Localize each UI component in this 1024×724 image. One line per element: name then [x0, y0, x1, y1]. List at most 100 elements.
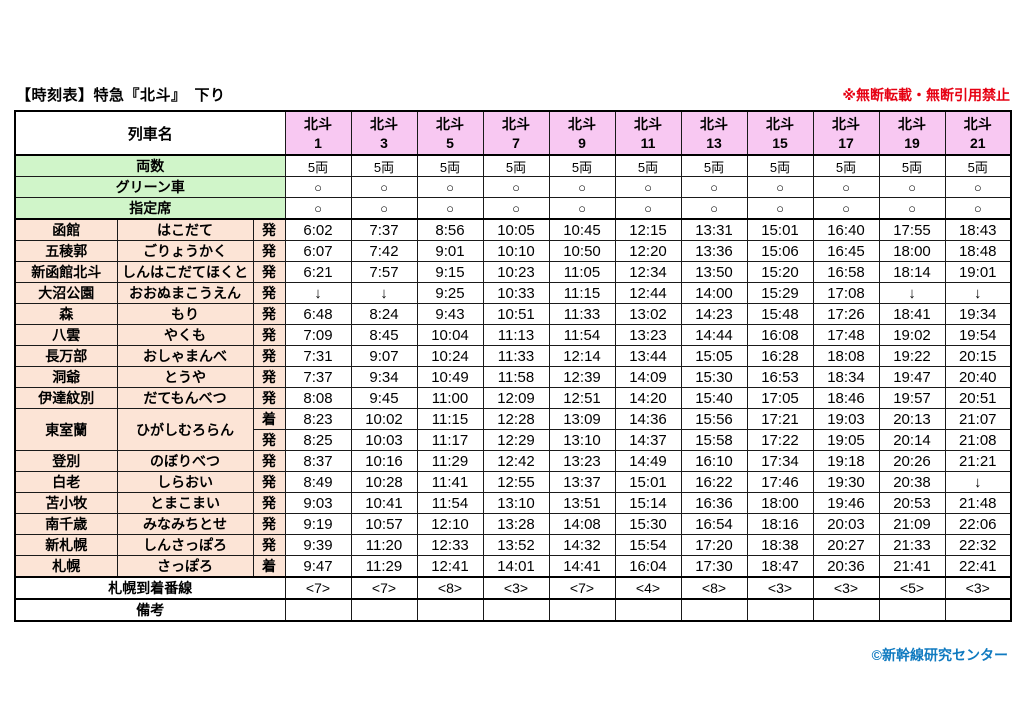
- time-cell: 16:58: [812, 261, 880, 283]
- remarks-cell: [284, 598, 352, 622]
- station-cell: 函館: [14, 218, 118, 241]
- page-title: 【時刻表】特急『北斗』 下り: [16, 87, 226, 104]
- dep-arr-cell: 発: [252, 303, 286, 325]
- time-cell: 10:57: [350, 513, 418, 535]
- time-cell: 19:03: [812, 408, 880, 430]
- info-cell: ○: [680, 197, 748, 220]
- time-cell: 16:04: [614, 555, 682, 578]
- time-cell: 11:29: [350, 555, 418, 578]
- time-cell: 18:43: [944, 218, 1012, 241]
- info-cell: ○: [680, 176, 748, 198]
- time-cell: 19:22: [878, 345, 946, 367]
- time-cell: 10:49: [416, 366, 484, 388]
- dep-arr-cell: 発: [252, 324, 286, 346]
- station-row: 大沼公園 おおぬまこうえん発 ↓ ↓ 9:25 10:33 11:15 12:44 14:00 1…: [14, 282, 1012, 304]
- train-name: 北斗: [568, 115, 596, 132]
- time-cell: 17:20: [680, 534, 748, 556]
- time-cell: 12:14: [548, 345, 616, 367]
- remarks-cell: [548, 598, 616, 622]
- info-cell: ○: [812, 197, 880, 220]
- time-cell: 13:02: [614, 303, 682, 325]
- remarks-cell: [416, 598, 484, 622]
- time-cell: 17:34: [746, 450, 814, 472]
- time-cell: 11:05: [548, 261, 616, 283]
- time-cell: 21:07: [944, 408, 1012, 430]
- time-cell: 6:07: [284, 240, 352, 262]
- time-cell: 9:19: [284, 513, 352, 535]
- time-cell: 15:30: [614, 513, 682, 535]
- dep-arr-cell: 発: [252, 429, 286, 451]
- time-cell: 14:00: [680, 282, 748, 304]
- station-row: 函館 はこだて発 6:02 7:37 8:56 10:05 10:45 12:15 13:31 1…: [14, 218, 1012, 241]
- time-cell: 16:36: [680, 492, 748, 514]
- time-cell: 16:40: [812, 218, 880, 241]
- time-cell: 18:38: [746, 534, 814, 556]
- time-cell: 9:47: [284, 555, 352, 578]
- time-cell: 7:57: [350, 261, 418, 283]
- info-cell: 5両: [614, 154, 682, 177]
- time-cell: 9:45: [350, 387, 418, 409]
- train-header-cell: 北斗 13: [680, 110, 748, 156]
- time-cell: 13:37: [548, 471, 616, 493]
- train-name-label: 列車名: [14, 110, 286, 156]
- station-row: 新函館北斗 しんはこだてほくと発 6:21 7:57 9:15 10:23 11:05 12:…: [14, 261, 1012, 283]
- time-cell: 14:20: [614, 387, 682, 409]
- station-cell: 登別: [14, 450, 118, 472]
- time-cell: 8:24: [350, 303, 418, 325]
- time-cell: 11:20: [350, 534, 418, 556]
- train-name: 北斗: [832, 115, 860, 132]
- remarks-cell: [812, 598, 880, 622]
- time-cell: 18:08: [812, 345, 880, 367]
- station-kana-cell: だてもんべつ: [116, 387, 254, 409]
- time-cell: 10:45: [548, 218, 616, 241]
- time-cell: 10:05: [482, 218, 550, 241]
- track-number-cell: <8>: [680, 576, 748, 600]
- time-cell: 12:44: [614, 282, 682, 304]
- time-cell: 8:56: [416, 218, 484, 241]
- time-cell: 17:30: [680, 555, 748, 578]
- info-cell: ○: [746, 176, 814, 198]
- train-number: 19: [904, 134, 920, 151]
- time-cell: 12:09: [482, 387, 550, 409]
- info-cell: 5両: [680, 154, 748, 177]
- time-cell: 17:55: [878, 218, 946, 241]
- station-row: 登別 のぼりべつ発 8:37 10:16 11:29 12:42 13:23 14:49 16:…: [14, 450, 1012, 472]
- no-reproduction-notice: ※無断転載・無断引用禁止: [842, 87, 1010, 103]
- time-cell: 10:04: [416, 324, 484, 346]
- station-row: 長万部 おしゃまんべ発 7:31 9:07 10:24 11:33 12:14 13:44 15…: [14, 345, 1012, 367]
- station-kana-cell: とうや: [116, 366, 254, 388]
- time-cell: 17:22: [746, 429, 814, 451]
- dep-arr-cell: 発: [252, 492, 286, 514]
- train-name: 北斗: [370, 115, 398, 132]
- time-cell: 16:08: [746, 324, 814, 346]
- time-cell: 11:17: [416, 429, 484, 451]
- train-header-cell: 北斗 11: [614, 110, 682, 156]
- time-cell: 15:30: [680, 366, 748, 388]
- time-cell: 21:08: [944, 429, 1012, 451]
- time-cell: 10:02: [350, 408, 418, 430]
- info-cell: ○: [614, 176, 682, 198]
- time-cell: 22:41: [944, 555, 1012, 578]
- time-cell: 10:50: [548, 240, 616, 262]
- info-cell: ○: [548, 176, 616, 198]
- info-cell: ○: [482, 197, 550, 220]
- time-cell: 17:48: [812, 324, 880, 346]
- train-name: 北斗: [700, 115, 728, 132]
- time-cell: 10:24: [416, 345, 484, 367]
- station-kana-cell: ひがしむろらん: [116, 408, 254, 451]
- time-cell: 8:25: [284, 429, 352, 451]
- time-cell: 14:41: [548, 555, 616, 578]
- time-cell: 18:00: [746, 492, 814, 514]
- time-cell: 9:01: [416, 240, 484, 262]
- info-cell: ○: [812, 176, 880, 198]
- station-kana-cell: おしゃまんべ: [116, 345, 254, 367]
- time-cell: 16:45: [812, 240, 880, 262]
- train-header-cell: 北斗 15: [746, 110, 814, 156]
- info-cell: ○: [350, 197, 418, 220]
- info-cell: ○: [416, 197, 484, 220]
- track-number-cell: <8>: [416, 576, 484, 600]
- time-cell: 13:31: [680, 218, 748, 241]
- time-cell: 9:07: [350, 345, 418, 367]
- time-cell: 13:44: [614, 345, 682, 367]
